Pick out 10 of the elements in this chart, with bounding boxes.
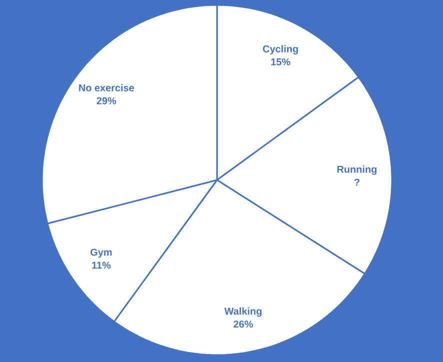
- slice-label: No exercise: [79, 84, 134, 92]
- slice-label: Running: [337, 166, 376, 175]
- data-label: 29%: [96, 97, 116, 104]
- data-label: 11%: [92, 262, 111, 269]
- slice-label: Gym: [90, 248, 112, 258]
- data-label: 15%: [271, 58, 290, 66]
- data-label: ?: [354, 178, 360, 186]
- slice-label: Cycling: [262, 45, 298, 54]
- data-label: 26%: [234, 320, 253, 328]
- slice-label: Walking: [224, 307, 262, 317]
